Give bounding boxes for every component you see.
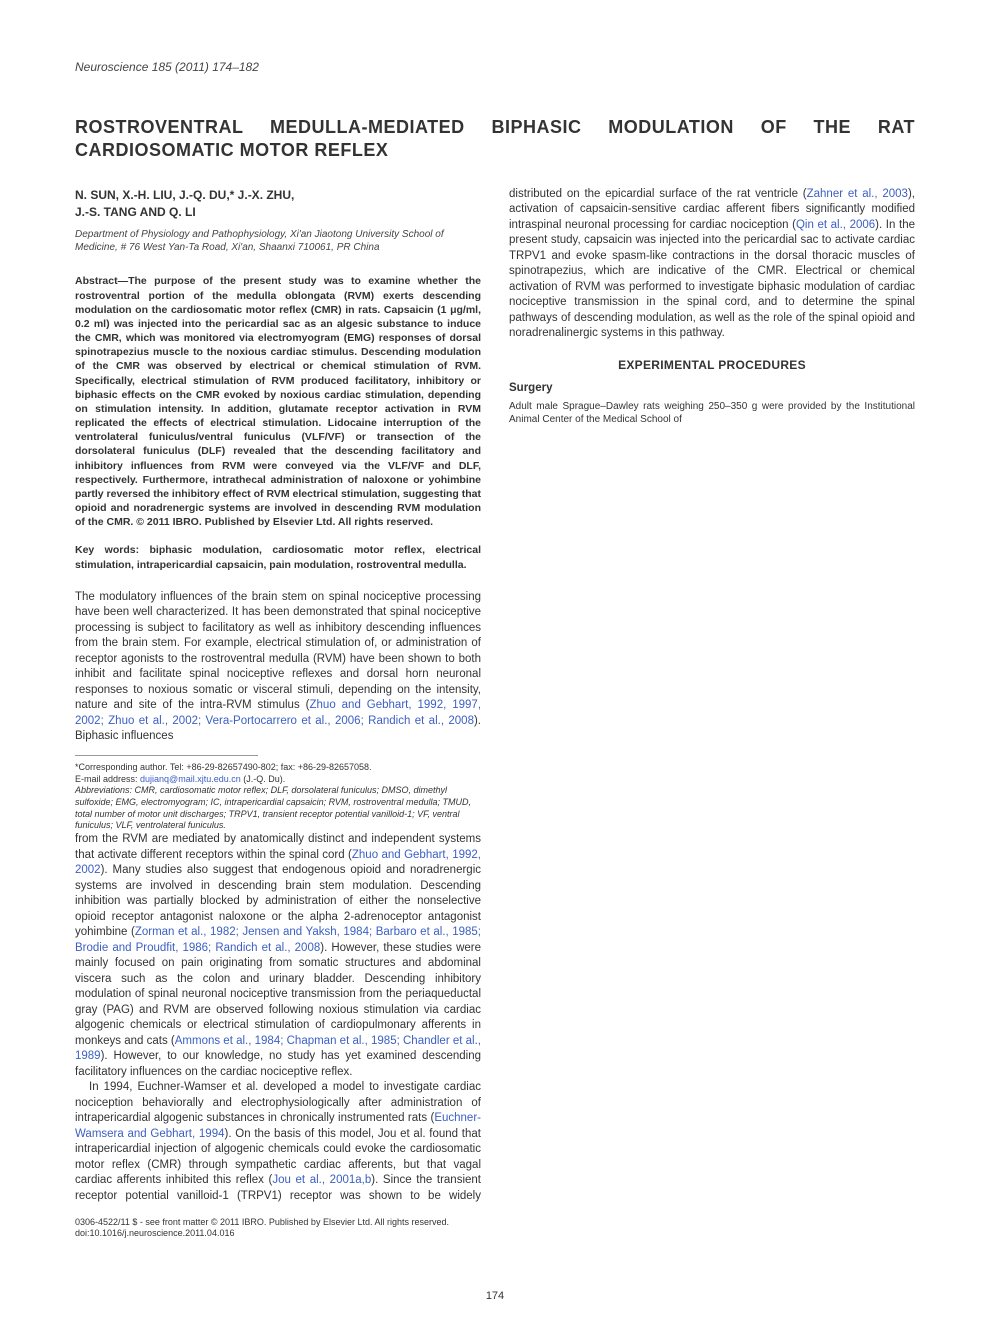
intro-paragraph-1: The modulatory influences of the brain s…: [75, 590, 481, 745]
email-line: E-mail address: dujianq@mail.xjtu.edu.cn…: [75, 774, 481, 786]
surgery-paragraph: Adult male Sprague–Dawley rats weighing …: [509, 400, 915, 426]
email-tail: (J.-Q. Du).: [241, 774, 286, 784]
abbreviations-note: Abbreviations: CMR, cardiosomatic motor …: [75, 785, 481, 832]
abstract: Abstract—The purpose of the present stud…: [75, 274, 481, 529]
doi-text: doi:10.1016/j.neuroscience.2011.04.016: [75, 1228, 234, 1238]
journal-header: Neuroscience 185 (2011) 174–182: [75, 60, 915, 74]
footnotes-block: *Corresponding author. Tel: +86-29-82657…: [75, 762, 481, 832]
section-heading-experimental: EXPERIMENTAL PROCEDURES: [509, 358, 915, 372]
affiliation: Department of Physiology and Pathophysio…: [75, 228, 481, 254]
footnote-divider: [75, 755, 258, 756]
col2-p1-c: ). However, these studies were mainly fo…: [75, 942, 481, 1047]
col2-p2-e: ). In the present study, capsaicin was i…: [509, 219, 915, 340]
authors-line-2: J.-S. TANG AND Q. LI: [75, 205, 196, 219]
citation-link-7[interactable]: Zahner et al., 2003: [807, 188, 908, 200]
corresponding-author-note: *Corresponding author. Tel: +86-29-82657…: [75, 762, 481, 774]
email-label: E-mail address:: [75, 774, 140, 784]
citation-link-8[interactable]: Qin et al., 2006: [796, 219, 875, 231]
subheading-surgery: Surgery: [509, 382, 915, 394]
copyright-text: 0306-4522/11 $ - see front matter © 2011…: [75, 1217, 449, 1227]
intro-text-a: The modulatory influences of the brain s…: [75, 591, 481, 712]
citation-link-6[interactable]: Jou et al., 2001a,b: [272, 1174, 371, 1186]
col2-paragraph-1: from the RVM are mediated by anatomicall…: [75, 832, 481, 1080]
copyright-line: 0306-4522/11 $ - see front matter © 2011…: [75, 1217, 915, 1240]
two-column-layout: N. SUN, X.-H. LIU, J.-Q. DU,* J.-X. ZHU,…: [75, 187, 915, 1207]
article-title: ROSTROVENTRAL MEDULLA-MEDIATED BIPHASIC …: [75, 116, 915, 163]
authors-block: N. SUN, X.-H. LIU, J.-Q. DU,* J.-X. ZHU,…: [75, 187, 481, 221]
authors-line-1: N. SUN, X.-H. LIU, J.-Q. DU,* J.-X. ZHU,: [75, 188, 294, 202]
col2-p1-d: ). However, to our knowledge, no study h…: [75, 1050, 481, 1078]
col2-p2-a: In 1994, Euchner-Wamser et al. developed…: [75, 1081, 481, 1124]
keywords: Key words: biphasic modulation, cardioso…: [75, 543, 481, 571]
email-link[interactable]: dujianq@mail.xjtu.edu.cn: [140, 774, 241, 784]
page-number: 174: [0, 1290, 990, 1302]
